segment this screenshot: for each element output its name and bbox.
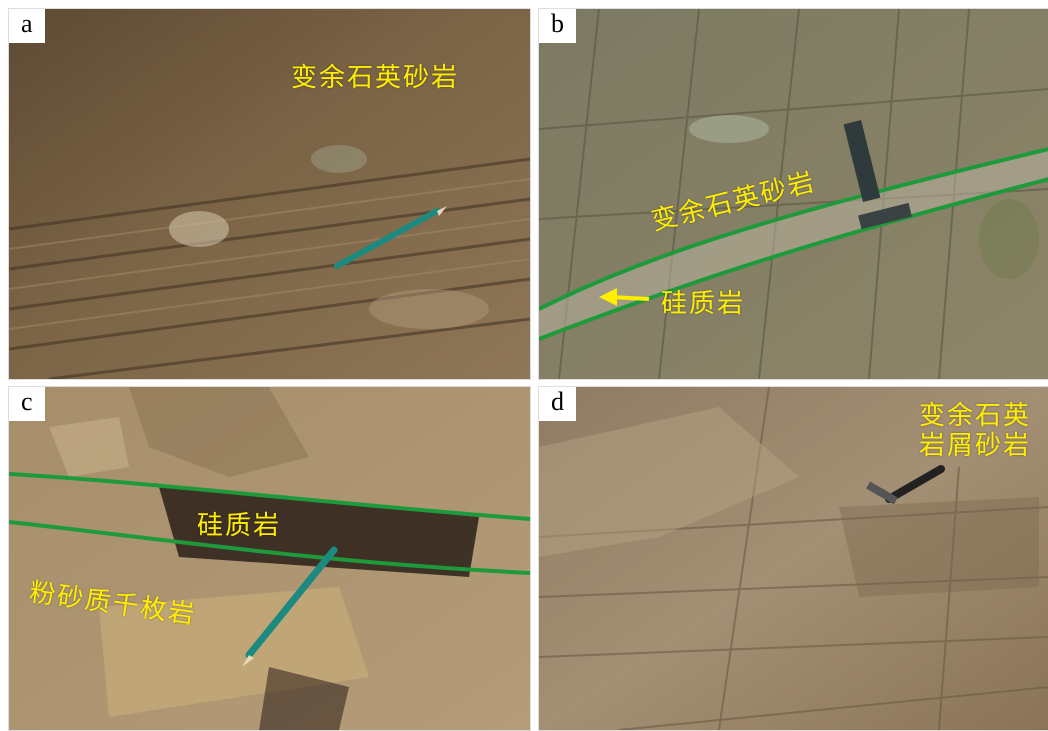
panel-letter-c: c bbox=[9, 387, 45, 421]
geologic-hammer-icon bbox=[866, 465, 945, 505]
boundary-line-upper bbox=[539, 147, 1048, 311]
panel-letter-b: b bbox=[539, 9, 576, 43]
outcrop-photo-c bbox=[9, 387, 530, 730]
arrow-left-icon bbox=[599, 288, 650, 306]
geologic-hammer-icon bbox=[843, 120, 912, 230]
panel-letter-a: a bbox=[9, 9, 45, 43]
panel-a: a 变余石英砂岩 bbox=[8, 8, 531, 380]
rock-label-b-siliceous-rock: 硅质岩 bbox=[661, 289, 746, 319]
panel-c: c 硅质岩 粉砂质千枚岩 bbox=[8, 386, 531, 731]
pencil-icon bbox=[334, 206, 447, 269]
pencil-icon bbox=[242, 546, 338, 667]
outcrop-photo-d bbox=[539, 387, 1048, 730]
boundary-line-upper bbox=[9, 472, 530, 521]
boundary-line-lower bbox=[539, 177, 1048, 341]
panel-letter-d: d bbox=[539, 387, 576, 421]
rock-label-c-siliceous-rock: 硅质岩 bbox=[197, 511, 282, 541]
rock-label-d-line1: 变余石英 bbox=[919, 401, 1032, 431]
rock-label-a-quartz-sandstone: 变余石英砂岩 bbox=[291, 63, 460, 93]
boundary-line-lower bbox=[9, 520, 530, 575]
panel-b: b 变余石英砂岩 硅质岩 bbox=[538, 8, 1048, 380]
outcrop-photo-a bbox=[9, 9, 530, 379]
rock-label-d-line2: 岩屑砂岩 bbox=[919, 431, 1032, 461]
outcrop-photo-b bbox=[539, 9, 1048, 379]
panel-d: d 变余石英 岩屑砂岩 bbox=[538, 386, 1048, 731]
